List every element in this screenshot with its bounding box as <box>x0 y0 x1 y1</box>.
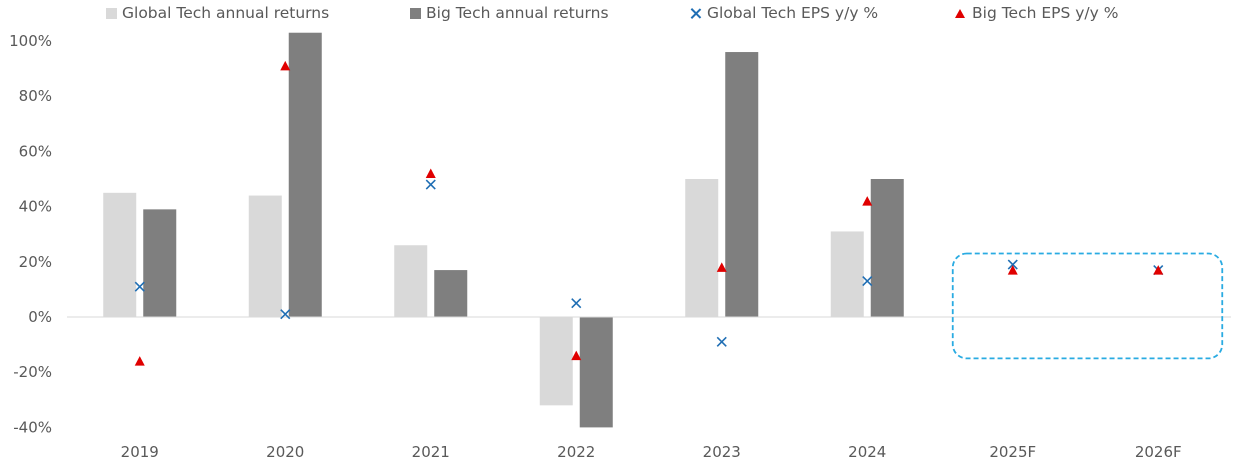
big-tech-eps-marker <box>280 60 291 71</box>
legend-item-global-tech-returns: Global Tech annual returns <box>106 4 329 22</box>
global-tech-eps-marker-stroke <box>280 309 291 320</box>
big-tech-eps-marker <box>862 196 873 206</box>
x-tick-label: 2025F <box>989 443 1036 461</box>
y-tick-label: 80% <box>19 87 52 105</box>
global-tech-return-bar <box>685 179 719 317</box>
legend-label: Global Tech EPS y/y % <box>707 4 879 22</box>
legend-swatch-dark-gray <box>410 7 421 19</box>
forecast-highlight-box <box>951 252 1224 360</box>
global-tech-return-bar <box>394 245 428 317</box>
legend-swatch-light-gray <box>106 7 117 19</box>
x-tick-label: 2021 <box>412 443 450 461</box>
y-tick-label: -20% <box>13 363 52 381</box>
big-tech-return-bar <box>870 179 904 317</box>
global-tech-eps-marker-stroke <box>425 179 436 190</box>
global-tech-return-bar <box>539 317 573 406</box>
legend-label: Global Tech annual returns <box>122 4 330 22</box>
big-tech-return-bar <box>288 32 322 317</box>
global-tech-eps-marker-stroke <box>134 281 145 292</box>
legend-item-big-tech-returns: Big Tech annual returns <box>410 4 609 22</box>
big-tech-eps-marker <box>134 356 145 366</box>
global-tech-eps-marker-stroke <box>716 336 727 347</box>
legend-label: Big Tech EPS y/y % <box>972 4 1119 22</box>
y-tick-label: 40% <box>19 198 52 216</box>
y-tick-label: -40% <box>13 418 52 436</box>
global-tech-eps-marker-stroke <box>1007 259 1018 270</box>
y-tick-label: 20% <box>19 253 52 271</box>
big-tech-eps-marker <box>1007 265 1018 275</box>
y-tick-label: 60% <box>19 142 52 160</box>
global-tech-return-bar <box>830 231 864 317</box>
global-tech-return-bar <box>248 195 282 317</box>
legend-item-big-tech-eps: Big Tech EPS y/y % <box>955 4 1118 22</box>
global-tech-eps-marker <box>862 276 873 287</box>
global-tech-eps-marker <box>1007 259 1018 270</box>
y-tick-label: 100% <box>9 32 52 50</box>
global-tech-eps-marker <box>425 179 436 190</box>
big-tech-return-bar <box>143 209 177 317</box>
big-tech-eps-marker <box>571 350 582 361</box>
x-tick-label: 2019 <box>121 443 159 461</box>
y-tick-label: 0% <box>28 308 52 326</box>
global-tech-return-bar <box>103 192 137 317</box>
x-tick-label: 2020 <box>266 443 304 461</box>
x-tick-label: 2022 <box>557 443 595 461</box>
x-tick-label: 2023 <box>703 443 741 461</box>
global-tech-eps-marker-stroke <box>862 276 873 287</box>
triangle-marker-icon <box>955 8 965 18</box>
big-tech-eps-marker <box>425 168 436 178</box>
global-tech-eps-marker <box>280 309 291 320</box>
big-tech-eps-marker <box>1153 265 1164 275</box>
x-tick-label: 2026F <box>1135 443 1182 461</box>
global-tech-eps-marker <box>134 281 145 292</box>
global-tech-eps-marker-stroke <box>571 298 582 309</box>
legend-item-global-tech-eps: Global Tech EPS y/y % <box>690 4 878 22</box>
chart-legend: Global Tech annual returns Big Tech annu… <box>0 4 1233 28</box>
big-tech-return-bar <box>434 270 468 317</box>
x-tick-label: 2024 <box>848 443 886 461</box>
big-tech-return-bar <box>725 52 759 317</box>
global-tech-eps-marker <box>716 336 727 347</box>
big-tech-eps-marker <box>716 262 727 272</box>
legend-label: Big Tech annual returns <box>426 4 609 22</box>
global-tech-eps-marker <box>571 298 582 309</box>
big-tech-return-bar <box>579 317 613 428</box>
